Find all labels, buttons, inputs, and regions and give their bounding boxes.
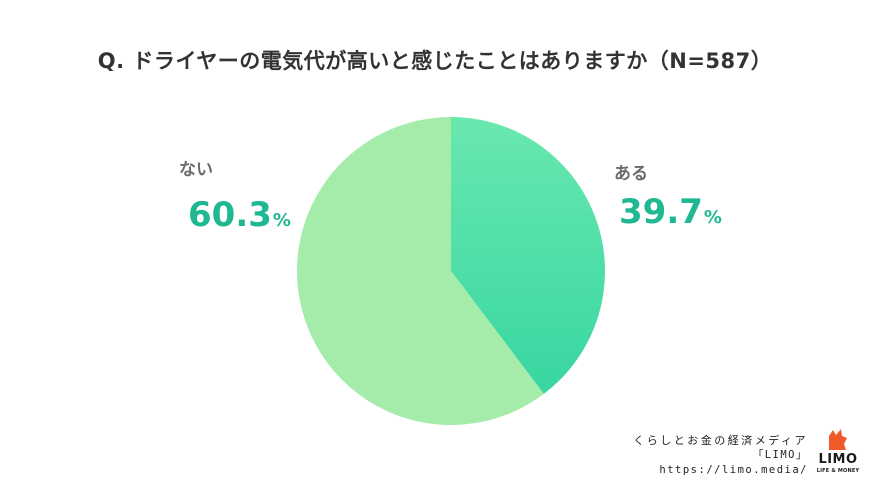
footer-media-name: 「LIMO」 — [752, 449, 808, 461]
slice-value-number: 60.3 — [188, 195, 272, 235]
footer-url[interactable]: https://limo.media/ — [659, 464, 808, 476]
logo-text: LIMO — [818, 452, 858, 467]
logo-subtext: LIFE & MONEY — [816, 468, 860, 474]
slice-value-aru: 39.7% — [619, 192, 722, 232]
footer-tagline: くらしとお金の経済メディア — [633, 434, 808, 447]
source-footer: くらしとお金の経済メディア 「LIMO」 https://limo.media/ — [633, 433, 808, 478]
pie-slice-aru — [451, 117, 605, 394]
limo-logo-icon — [829, 429, 847, 450]
slice-value-unit: % — [703, 207, 722, 228]
slice-value-number: 39.7 — [619, 192, 703, 232]
limo-logo: LIMO LIFE & MONEY — [816, 426, 860, 476]
slice-value-nai: 60.3% — [188, 195, 291, 235]
chart-title: Q. ドライヤーの電気代が高いと感じたことはありますか（N=587） — [97, 49, 773, 73]
slice-value-unit: % — [272, 210, 291, 231]
slice-label-nai: ない — [179, 160, 213, 180]
slice-label-aru: ある — [614, 164, 648, 184]
pie-slice-nai — [297, 117, 544, 425]
